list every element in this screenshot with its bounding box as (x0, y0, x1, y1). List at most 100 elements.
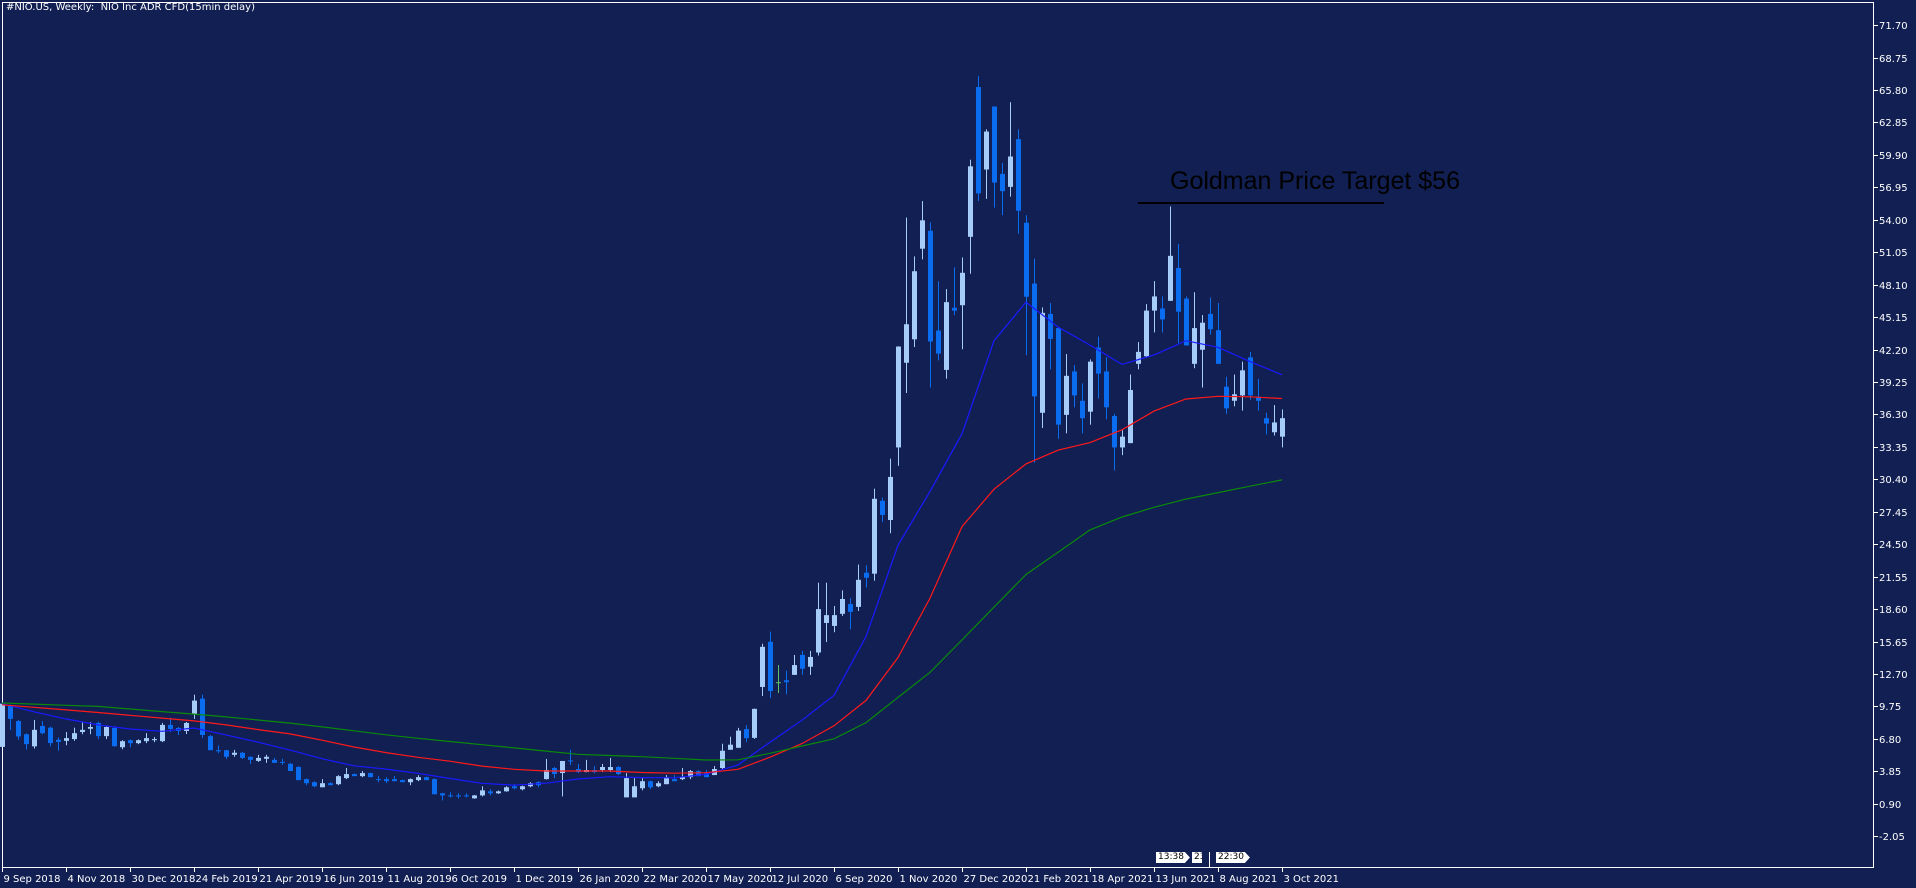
candle-body (616, 767, 621, 775)
candle (8, 704, 13, 730)
candle (720, 743, 725, 770)
candle-body (1208, 313, 1213, 330)
candle-body (736, 730, 741, 748)
candle-body (1120, 436, 1125, 448)
candle-body (192, 700, 197, 714)
candle (680, 768, 685, 781)
candle-body (288, 763, 293, 771)
date-tick-label: 16 Jun 2019 (324, 874, 384, 885)
candle-wick (1258, 379, 1259, 411)
candle (784, 670, 789, 695)
candle-body (184, 722, 189, 731)
chart-title: #NIO.US, Weekly: NIO Inc ADR CFD(15min d… (6, 2, 256, 13)
candle (1080, 383, 1085, 434)
candle-wick (82, 722, 83, 735)
date-tick-label: 1 Nov 2020 (900, 874, 958, 885)
candle (624, 773, 629, 798)
price-tick-label: 68.75 (1879, 54, 1908, 65)
candle (856, 564, 861, 611)
moving-average-line-0 (1, 301, 1283, 786)
candle-body (840, 598, 845, 614)
candle-body (1128, 390, 1133, 444)
candle-body (1168, 255, 1173, 301)
candle (1240, 361, 1245, 411)
candle (1136, 342, 1141, 370)
candle (1040, 307, 1045, 428)
candle-wick (1234, 374, 1235, 407)
candle (568, 749, 573, 765)
candle-body (216, 750, 221, 752)
price-tick-label: 0.90 (1879, 800, 1901, 811)
price-tick-label: 3.85 (1879, 767, 1901, 778)
candle (184, 721, 189, 735)
candle (664, 775, 669, 785)
candle-body (656, 783, 661, 787)
date-tick-label: 24 Feb 2019 (196, 874, 258, 885)
candle (520, 785, 525, 791)
candle-wick (794, 654, 795, 675)
candle-body (808, 656, 813, 667)
candle-body (600, 767, 605, 770)
candle-body (1000, 173, 1005, 192)
candle (424, 776, 429, 781)
candle-wick (826, 582, 827, 643)
moving-averages-group (1, 301, 1283, 786)
candle-wick (730, 736, 731, 750)
candle-body (456, 795, 461, 797)
candle-body (512, 786, 517, 789)
candle (352, 773, 357, 777)
candle (1032, 258, 1037, 463)
candle-body (768, 641, 773, 692)
price-axis: 71.70 68.75 65.80 62.85 59.90 56.95 54.00 51.05… (1873, 21, 1908, 843)
candle-body (328, 783, 333, 786)
candle (1120, 430, 1125, 456)
candle-body (888, 476, 893, 521)
candle-wick (218, 745, 219, 754)
candle-body (1048, 313, 1053, 339)
candle (48, 726, 53, 747)
candle (1200, 315, 1205, 388)
candle (376, 776, 381, 783)
candle-body (360, 773, 365, 777)
candle (976, 76, 981, 202)
candle (648, 780, 653, 790)
candle-body (496, 791, 501, 794)
time-marker-right: 22:30 (1216, 852, 1250, 863)
candle (176, 726, 181, 736)
candle (952, 267, 957, 316)
candle-body (760, 646, 765, 687)
candle-wick (58, 737, 59, 751)
candle (1088, 359, 1093, 425)
candle (128, 739, 133, 748)
candle-body (1144, 310, 1149, 357)
candle (16, 719, 21, 740)
candle-body (32, 729, 37, 747)
candle-body (144, 738, 149, 742)
time-marker-separator (1209, 852, 1210, 867)
date-tick-label: 6 Oct 2019 (452, 874, 507, 885)
date-tick-label: 18 Apr 2021 (1092, 874, 1154, 885)
candle-wick (578, 763, 579, 774)
candle-body (24, 734, 29, 745)
candle (232, 749, 237, 757)
candle (56, 737, 61, 751)
candle-body (952, 307, 957, 311)
candle-body (0, 703, 5, 747)
candle-body (992, 106, 997, 183)
candle (296, 766, 301, 781)
price-target-label[interactable]: Goldman Price Target $56 (1170, 167, 1460, 195)
candle-body (752, 708, 757, 738)
candle-body (272, 759, 277, 763)
candle-body (416, 777, 421, 781)
candle-body (776, 682, 781, 684)
candle-body (256, 757, 261, 761)
candle (584, 759, 589, 773)
candle-body (48, 727, 53, 744)
candle-body (440, 793, 445, 796)
candle (432, 778, 437, 795)
candle (560, 760, 565, 797)
candle (1224, 376, 1229, 414)
candle (1216, 303, 1221, 364)
price-tick-label: 48.10 (1879, 281, 1908, 292)
